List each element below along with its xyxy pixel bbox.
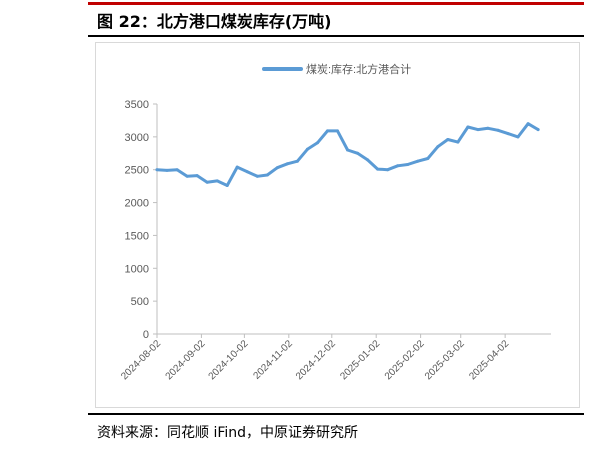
series-line-north-port-stock bbox=[155, 122, 540, 187]
data-point bbox=[376, 167, 380, 171]
data-point bbox=[386, 168, 390, 172]
y-tick-label: 3500 bbox=[125, 99, 149, 111]
legend-label: 煤炭:库存:北方港合计 bbox=[306, 62, 411, 76]
x-tick-label: 2024-08-02 bbox=[119, 338, 163, 382]
data-point bbox=[265, 173, 269, 177]
data-point bbox=[506, 132, 510, 136]
x-tick-label: 2025-04-02 bbox=[467, 338, 511, 382]
data-point bbox=[336, 129, 339, 133]
x-tick-label: 2025-03-02 bbox=[423, 338, 467, 382]
data-point bbox=[486, 126, 490, 130]
top-accent-rule bbox=[88, 2, 584, 5]
data-point bbox=[295, 159, 299, 163]
y-tick-label: 1500 bbox=[125, 230, 149, 242]
y-tick-label: 500 bbox=[131, 296, 149, 308]
y-tick-label: 2000 bbox=[125, 198, 149, 210]
title-divider bbox=[88, 35, 584, 37]
figure-title: 图 22：北方港口煤炭库存(万吨) bbox=[97, 12, 332, 31]
data-point bbox=[215, 179, 219, 183]
data-point bbox=[225, 184, 229, 187]
x-tick-label: 2024-10-02 bbox=[207, 338, 251, 382]
data-point bbox=[175, 168, 179, 172]
data-point bbox=[155, 168, 159, 172]
data-point bbox=[205, 180, 209, 184]
x-tick-label: 2024-12-02 bbox=[294, 338, 338, 382]
data-point bbox=[456, 140, 460, 144]
chart-frame: 0 500 1000 1500 2000 2500 3000 3500 2024-08-02 20… bbox=[95, 42, 580, 408]
data-point bbox=[496, 128, 500, 132]
source-note: 资料来源：同花顺 iFind，中原证券研究所 bbox=[97, 425, 359, 441]
x-tick-label: 2024-09-02 bbox=[164, 338, 208, 382]
data-point bbox=[366, 158, 370, 162]
data-point bbox=[245, 170, 249, 174]
y-tick-label: 1000 bbox=[125, 263, 149, 275]
data-point bbox=[416, 159, 420, 163]
y-tick-label: 0 bbox=[143, 329, 149, 341]
data-point bbox=[275, 166, 279, 170]
data-point bbox=[446, 138, 450, 141]
data-point bbox=[526, 122, 530, 126]
data-point bbox=[466, 125, 470, 129]
data-point bbox=[326, 129, 329, 133]
x-tick-label: 2024-11-02 bbox=[252, 338, 296, 382]
data-point bbox=[195, 174, 199, 178]
bottom-divider bbox=[88, 413, 584, 415]
data-point bbox=[235, 165, 239, 169]
data-point bbox=[165, 168, 169, 172]
data-point bbox=[516, 135, 520, 139]
data-point bbox=[476, 128, 480, 132]
data-point bbox=[406, 163, 410, 166]
x-tick-label: 2025-02-02 bbox=[383, 338, 427, 382]
data-point bbox=[536, 128, 540, 132]
data-point bbox=[316, 141, 319, 145]
data-point bbox=[185, 174, 189, 178]
data-point bbox=[346, 148, 350, 152]
data-point bbox=[255, 174, 259, 178]
data-point bbox=[396, 164, 400, 168]
data-point bbox=[426, 157, 430, 160]
y-tick-label: 3000 bbox=[125, 132, 149, 144]
data-point bbox=[285, 162, 289, 166]
data-point bbox=[356, 151, 360, 155]
data-point bbox=[305, 147, 309, 151]
x-tick-label: 2025-01-02 bbox=[338, 338, 382, 382]
data-point bbox=[436, 145, 440, 149]
y-tick-label: 2500 bbox=[125, 165, 149, 177]
